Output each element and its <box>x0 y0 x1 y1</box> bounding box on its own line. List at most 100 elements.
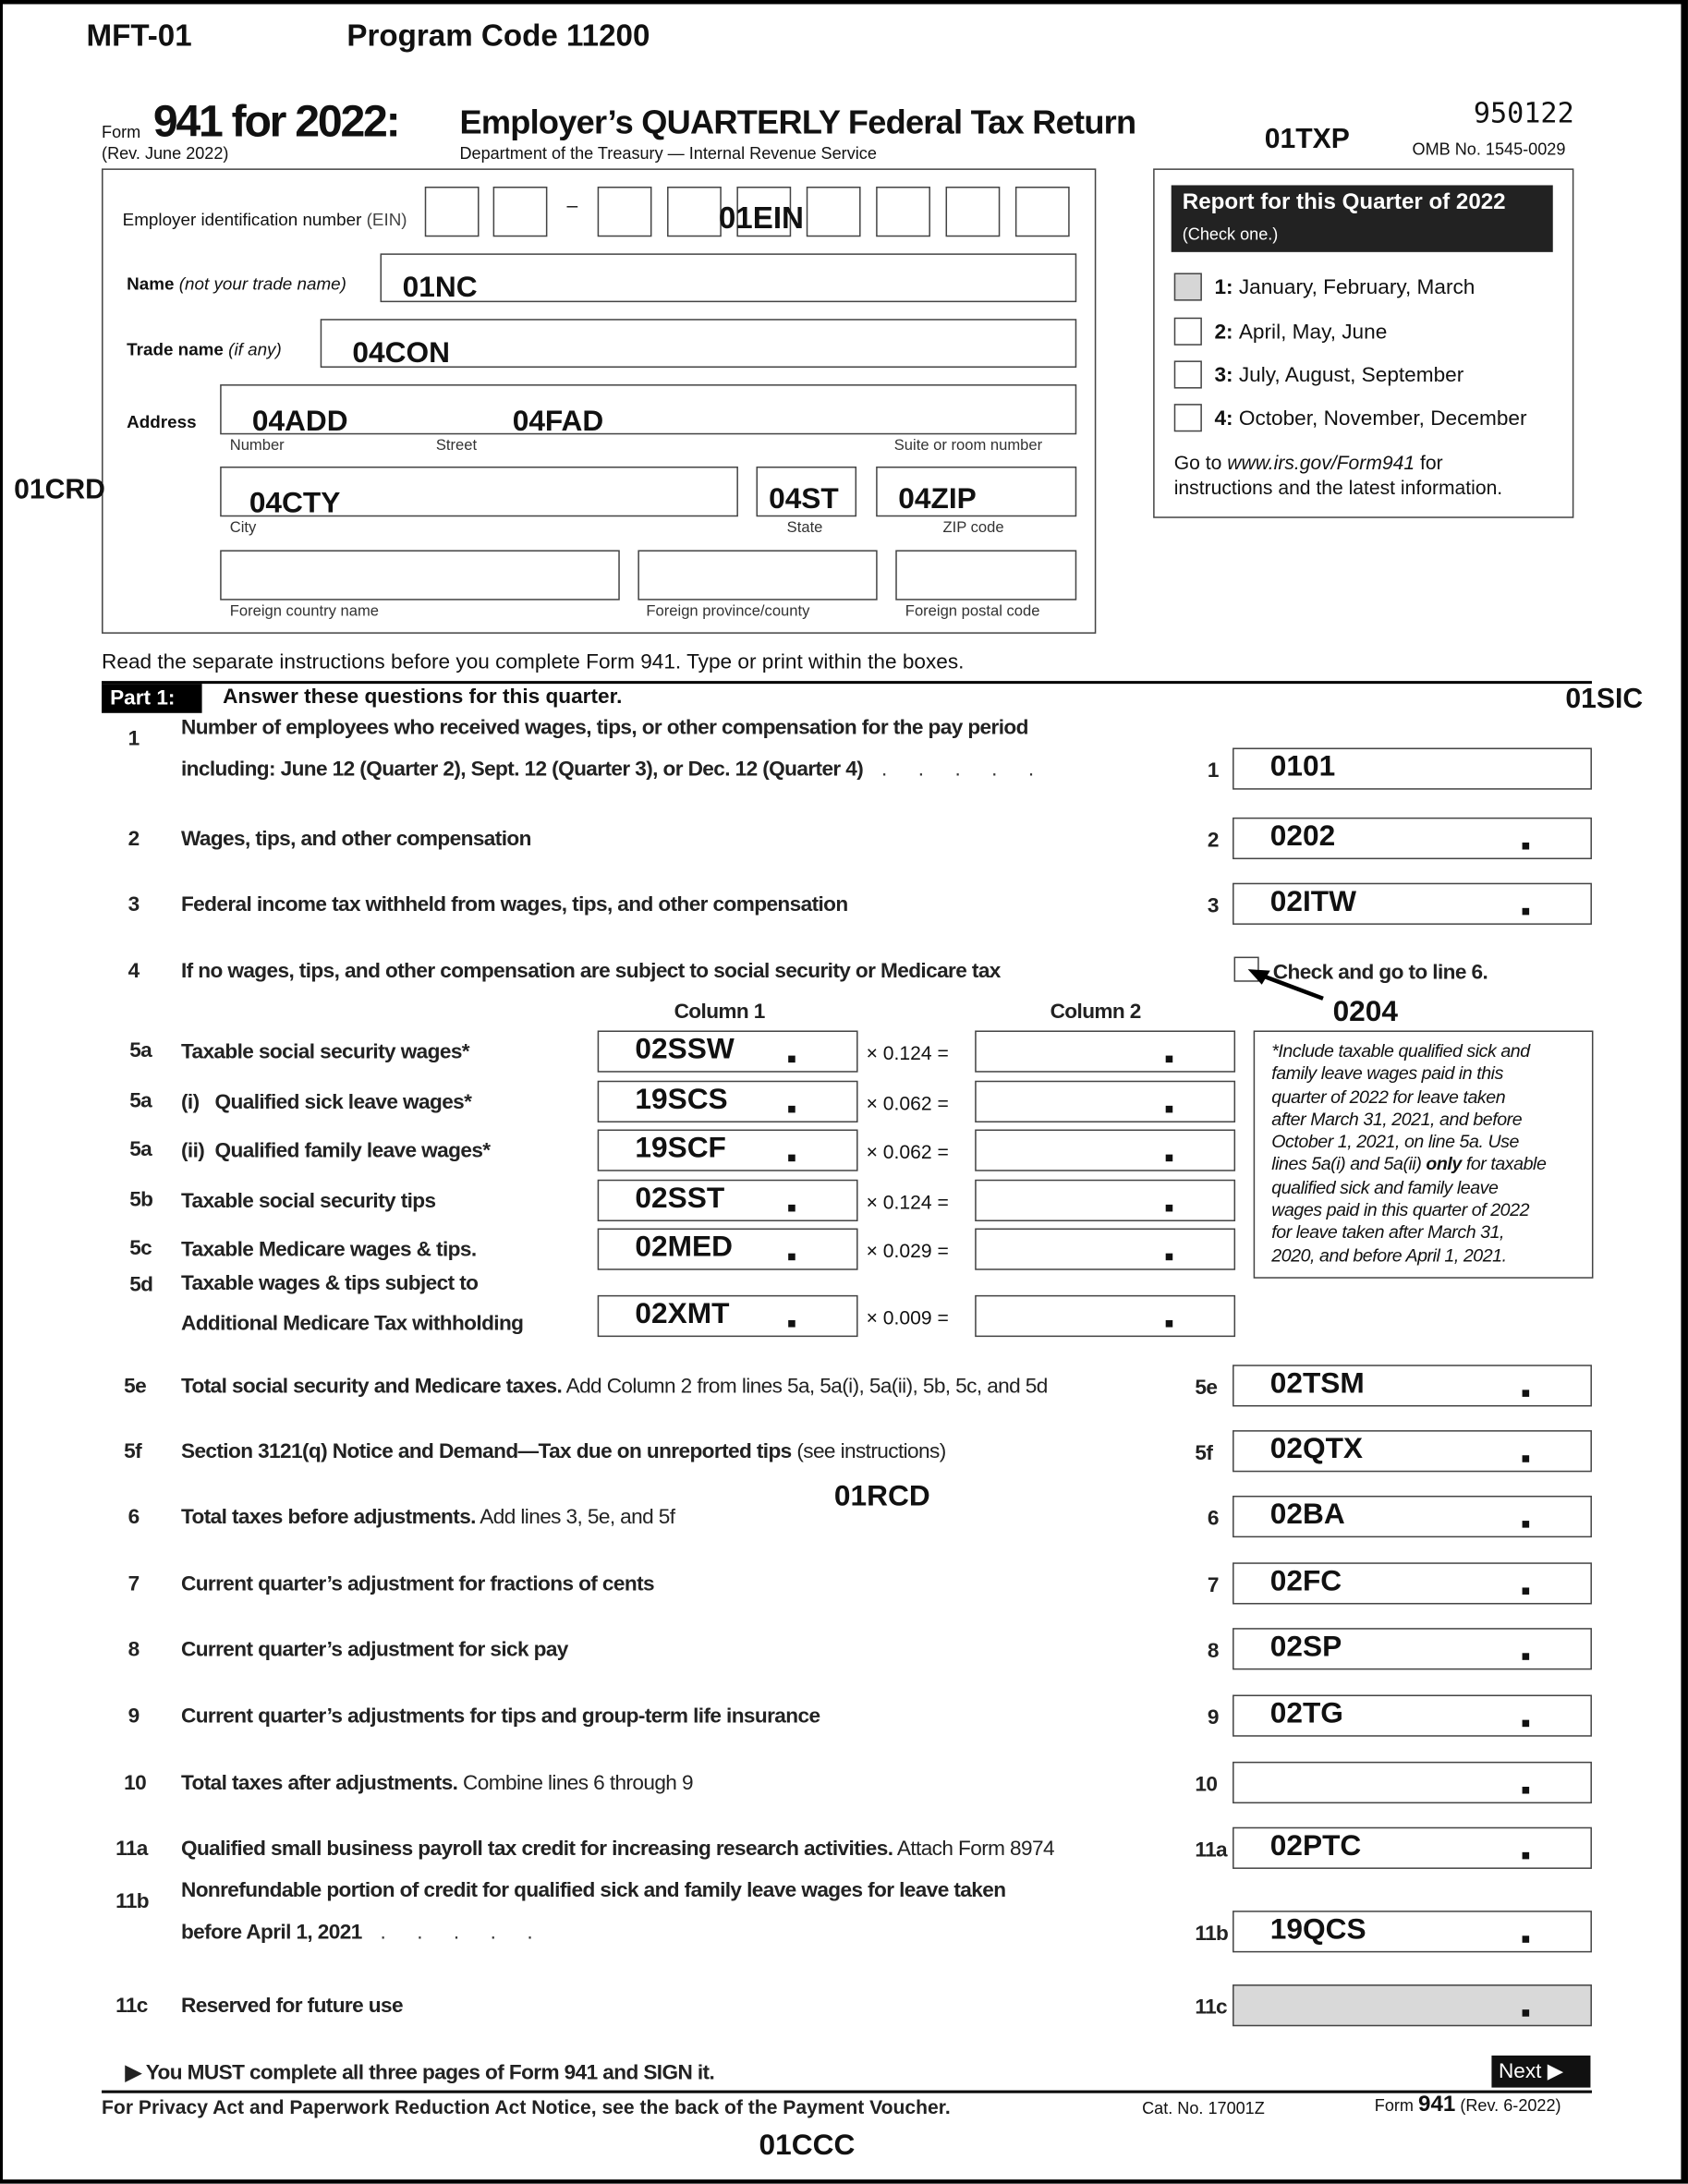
line-5-column1-field[interactable]: 02XMT <box>597 1294 858 1338</box>
line-5-column2-field[interactable] <box>975 1030 1236 1073</box>
line-5-column1-field[interactable]: 19SCF <box>597 1129 858 1171</box>
footnote-line: for leave taken after March 31, <box>1271 1221 1505 1244</box>
name-field[interactable]: 01NC <box>380 253 1077 304</box>
line-1-ref: 1 <box>1207 758 1220 783</box>
quarter-1-checkbox[interactable] <box>1173 273 1202 301</box>
field-code: 02TSM <box>1269 1367 1365 1400</box>
line-8-amount-field[interactable]: 02SP <box>1233 1628 1592 1670</box>
irs-link[interactable]: www.irs.gov/Form941 <box>1227 451 1415 474</box>
program-code: Program Code 11200 <box>346 18 650 54</box>
tax-rate: × 0.029 = <box>866 1239 949 1262</box>
instructions-text: Read the separate instructions before yo… <box>102 649 965 674</box>
field-code: 02BA <box>1269 1498 1345 1531</box>
form-reference: Form 941 (Rev. 6-2022) <box>1374 2093 1561 2117</box>
line4-code: 0204 <box>1332 995 1399 1028</box>
line-9-ref: 9 <box>1207 1705 1220 1730</box>
ein-digit-box[interactable] <box>736 186 792 237</box>
line-5e-number: 5e <box>124 1374 147 1399</box>
line-10-amount-field[interactable] <box>1233 1761 1592 1804</box>
ein-digit-box[interactable] <box>597 186 652 237</box>
footnote-line: lines 5a(i) and 5a(ii) only for taxable <box>1271 1153 1547 1175</box>
line-5-column2-field[interactable] <box>975 1129 1236 1171</box>
line-11a-amount-field[interactable]: 02PTC <box>1233 1826 1592 1869</box>
line-11b-ref: 11b <box>1195 1922 1229 1946</box>
line-7-label: Current quarter’s adjustment for fractio… <box>180 1571 655 1596</box>
ein-digit-box[interactable] <box>876 186 930 237</box>
line-9-amount-field[interactable]: 02TG <box>1233 1694 1592 1737</box>
line-6-amount-field[interactable]: 02BA <box>1233 1495 1592 1538</box>
quarter-2-checkbox[interactable] <box>1173 317 1202 346</box>
line-1-amount-field[interactable]: 0101 <box>1233 747 1592 790</box>
address-field[interactable]: 04ADD 04FAD <box>220 384 1077 437</box>
ein-digit-box[interactable] <box>1014 186 1070 237</box>
privacy-notice: For Privacy Act and Paperwork Reduction … <box>102 2095 951 2118</box>
decimal-marker <box>1522 2009 1530 2017</box>
quarter-1-label: 1: January, February, March <box>1214 275 1475 300</box>
quarter-4-checkbox[interactable] <box>1173 404 1202 432</box>
field-code: 02FC <box>1269 1565 1342 1597</box>
line-5-column1-field[interactable]: 02SSW <box>597 1030 858 1073</box>
zip-field[interactable]: 04ZIP <box>876 466 1077 517</box>
line4-checkbox[interactable] <box>1233 956 1259 982</box>
foreign-country-label: Foreign country name <box>229 602 380 620</box>
line-11b-amount-field[interactable]: 19QCS <box>1233 1911 1592 1953</box>
ein-digit-box[interactable] <box>424 186 480 237</box>
line-5-column1-field[interactable]: 02MED <box>597 1228 858 1270</box>
footnote-line: October 1, 2021, on line 5a. Use <box>1271 1131 1519 1152</box>
ccc-code: 01CCC <box>759 2129 856 2162</box>
line-5-column2-field[interactable] <box>975 1294 1236 1338</box>
decimal-marker <box>1522 907 1530 916</box>
rcd-code: 01RCD <box>833 1480 930 1513</box>
department: Department of the Treasury — Internal Re… <box>459 143 877 164</box>
line-5e-amount-field[interactable]: 02TSM <box>1233 1365 1592 1407</box>
ein-digit-box[interactable] <box>945 186 1001 237</box>
line-7-amount-field[interactable]: 02FC <box>1233 1562 1592 1605</box>
line-5f-label: Section 3121(q) Notice and Demand—Tax du… <box>180 1439 946 1464</box>
ein-digit-box[interactable] <box>806 186 861 237</box>
line-1-label: Number of employees who received wages, … <box>180 715 1028 740</box>
line-3-amount-field[interactable]: 02ITW <box>1233 882 1592 925</box>
decimal-marker <box>788 1105 795 1113</box>
ein-digit-box[interactable] <box>492 186 548 237</box>
line-2-ref: 2 <box>1207 828 1220 853</box>
line-2-amount-field[interactable]: 0202 <box>1233 817 1592 860</box>
ein-digit-box[interactable] <box>667 186 722 237</box>
line-2-label: Wages, tips, and other compensation <box>180 827 531 852</box>
city-field[interactable]: 04CTY <box>220 466 738 519</box>
decimal-marker <box>1522 1653 1530 1660</box>
next-button[interactable]: Next ▶ <box>1491 2055 1591 2088</box>
foreign-postal-field[interactable] <box>895 550 1077 601</box>
line-5-label: Taxable social security wages* <box>180 1040 470 1064</box>
line-5-column2-field[interactable] <box>975 1179 1236 1221</box>
line-5f-number: 5f <box>124 1439 142 1464</box>
decimal-marker <box>1522 1719 1530 1728</box>
line-10-number: 10 <box>124 1771 147 1796</box>
line-8-label: Current quarter’s adjustment for sick pa… <box>180 1637 568 1662</box>
omb-number: OMB No. 1545-0029 <box>1412 139 1566 159</box>
decimal-marker <box>1522 1851 1530 1860</box>
line-5-label-cont: Additional Medicare Tax withholding <box>180 1311 524 1336</box>
tax-rate: × 0.124 = <box>866 1041 949 1064</box>
footnote-line: family leave wages paid in this <box>1271 1062 1503 1085</box>
line-5-column1-field[interactable]: 19SCS <box>597 1080 858 1122</box>
field-code: 02SST <box>635 1182 725 1215</box>
trade-name-field[interactable]: 04CON <box>320 319 1077 369</box>
tax-rate: × 0.062 = <box>866 1091 949 1114</box>
quarter-3-checkbox[interactable] <box>1173 360 1202 389</box>
line-5-column1-field[interactable]: 02SST <box>597 1179 858 1221</box>
line-3-label: Federal income tax withheld from wages, … <box>180 892 848 916</box>
line-11c-amount-field[interactable] <box>1233 1984 1592 2027</box>
field-code: 19QCS <box>1269 1913 1366 1946</box>
line-5-column2-field[interactable] <box>975 1228 1236 1270</box>
line-7-ref: 7 <box>1207 1573 1220 1597</box>
city-code: 04CTY <box>249 487 341 520</box>
foreign-province-field[interactable] <box>638 550 878 601</box>
state-field[interactable]: 04ST <box>756 466 857 517</box>
line-5f-amount-field[interactable]: 02QTX <box>1233 1430 1592 1473</box>
line-9-label: Current quarter’s adjustments for tips a… <box>180 1705 820 1729</box>
leader-dots: . . . . . <box>863 758 1047 782</box>
foreign-country-field[interactable] <box>220 550 620 601</box>
must-complete-text: ▶ You MUST complete all three pages of F… <box>125 2060 715 2085</box>
line-5-column2-field[interactable] <box>975 1080 1236 1122</box>
